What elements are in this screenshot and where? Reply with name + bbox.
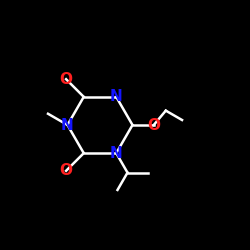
Text: N: N xyxy=(110,89,122,104)
Text: O: O xyxy=(60,72,72,87)
Text: O: O xyxy=(60,163,72,178)
Text: N: N xyxy=(61,118,74,132)
Text: N: N xyxy=(110,146,122,161)
Text: O: O xyxy=(147,118,160,132)
